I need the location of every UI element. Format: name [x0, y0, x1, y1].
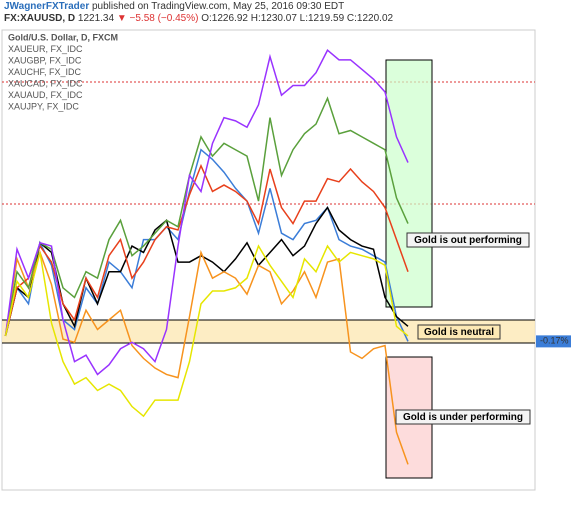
legend-entry: XAUAUD, FX_IDC — [8, 90, 83, 100]
symbol: FX:XAUUSD, D — [4, 13, 76, 24]
legend-entry: XAUCAD, FX_IDC — [8, 78, 83, 88]
last: 1221.34 — [77, 13, 115, 24]
quote-line: FX:XAUUSD, D 1221.34 ▼ −5.58 (−0.45%) O:… — [4, 13, 393, 25]
annotation: Gold is out performing — [414, 235, 522, 246]
series-line — [4, 148, 409, 342]
published: published on TradingView.com, May 25, 20… — [92, 1, 345, 12]
legend-entry: XAUCHF, FX_IDC — [8, 67, 82, 77]
series-line — [4, 163, 409, 337]
price-label-box — [536, 335, 571, 348]
annotation: Gold is neutral — [424, 327, 494, 338]
legend-entry: XAUEUR, FX_IDC — [8, 44, 83, 54]
neutral-band — [2, 320, 535, 343]
annotation-box — [406, 232, 530, 248]
series-line — [4, 49, 409, 376]
series-line — [4, 244, 409, 418]
change: ▼ −5.58 (−0.45%) — [116, 13, 199, 24]
annotation: Gold is under performing — [403, 412, 523, 423]
legend-title: Gold/U.S. Dollar, D, FXCM — [8, 32, 118, 42]
ohlc: O:1226.92 H:1230.07 L:1219.59 C:1220.02 — [201, 13, 394, 24]
author[interactable]: JWagnerFXTrader — [4, 1, 90, 12]
annotation-box — [395, 409, 531, 425]
publish-line: JWagnerFXTrader published on TradingView… — [4, 1, 393, 13]
header: JWagnerFXTrader published on TradingView… — [4, 1, 393, 25]
series-line — [4, 206, 409, 337]
series-line — [4, 249, 409, 465]
price-label: -0.17% — [540, 336, 569, 346]
legend-entry: XAUJPY, FX_IDC — [8, 101, 79, 111]
annotation-box — [417, 324, 501, 340]
legend-entry: XAUGBP, FX_IDC — [8, 55, 82, 65]
series-line — [4, 96, 409, 337]
